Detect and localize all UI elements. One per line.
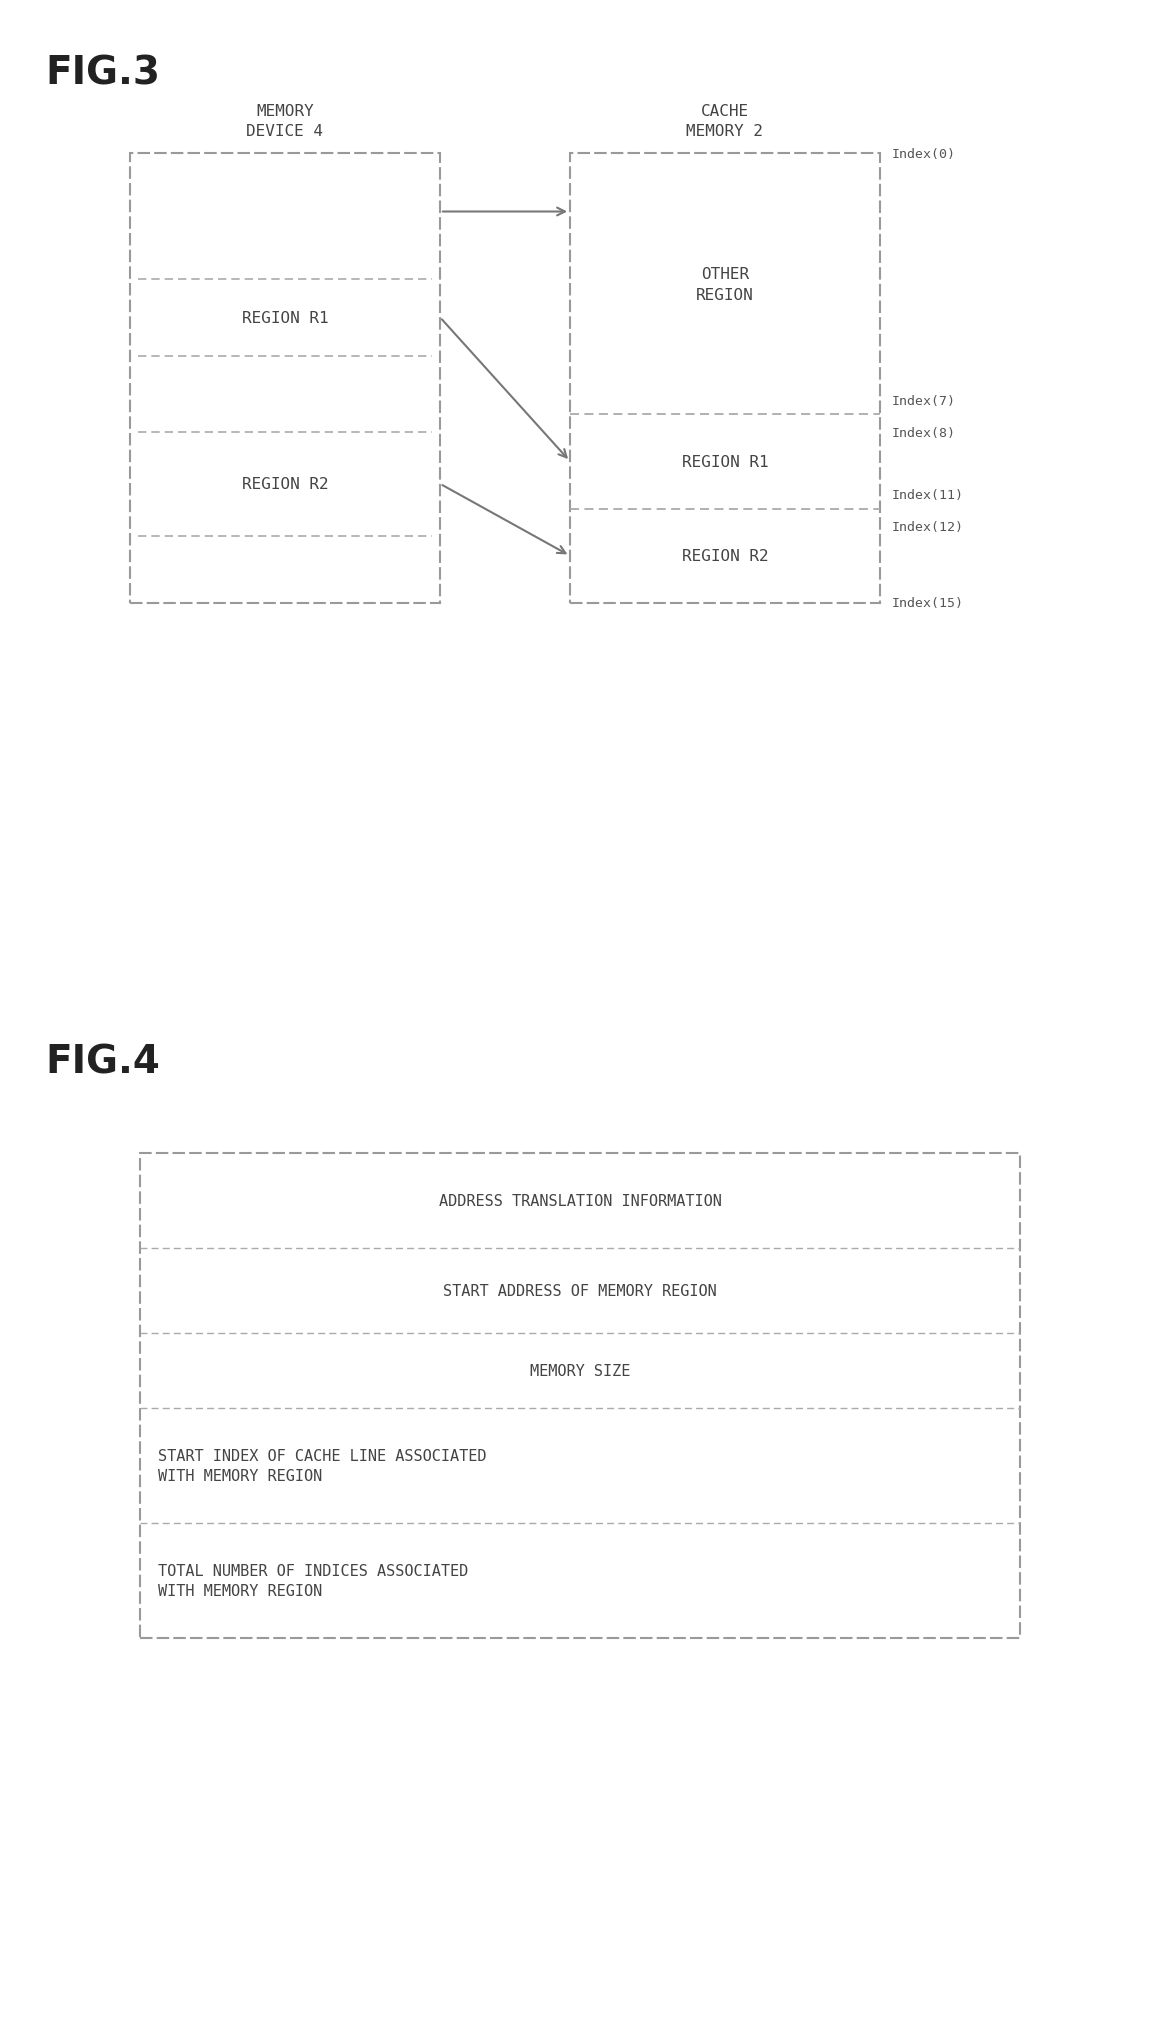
Bar [570,154,880,603]
Text: MEMORY
DEVICE 4: MEMORY DEVICE 4 [246,103,324,140]
Text: START ADDRESS OF MEMORY REGION: START ADDRESS OF MEMORY REGION [443,1283,717,1299]
Bar [130,154,440,603]
Text: FIG.3: FIG.3 [45,55,160,91]
FancyArrowPatch shape [442,320,567,459]
Text: OTHER
REGION: OTHER REGION [697,267,754,301]
Text: ADDRESS TRANSLATION INFORMATION: ADDRESS TRANSLATION INFORMATION [439,1194,722,1208]
Text: Index(7): Index(7) [892,394,956,407]
Bar [140,1153,1020,1639]
Text: START INDEX OF CACHE LINE ASSOCIATED
WITH MEMORY REGION: START INDEX OF CACHE LINE ASSOCIATED WIT… [159,1448,486,1483]
Text: TOTAL NUMBER OF INDICES ASSOCIATED
WITH MEMORY REGION: TOTAL NUMBER OF INDICES ASSOCIATED WITH … [159,1564,469,1598]
Text: Index(15): Index(15) [892,597,964,611]
Text: Index(11): Index(11) [892,490,964,502]
FancyArrowPatch shape [442,486,566,554]
FancyArrowPatch shape [443,208,565,216]
Text: REGION R1: REGION R1 [242,312,329,326]
Text: FIG.4: FIG.4 [45,1044,160,1082]
Text: REGION R1: REGION R1 [681,455,768,469]
Text: REGION R2: REGION R2 [681,548,768,564]
Text: REGION R2: REGION R2 [242,477,329,492]
Text: Index(0): Index(0) [892,148,956,160]
Text: Index(12): Index(12) [892,520,964,534]
Text: MEMORY SIZE: MEMORY SIZE [530,1364,631,1378]
Text: Index(8): Index(8) [892,427,956,439]
Text: CACHE
MEMORY 2: CACHE MEMORY 2 [686,103,764,140]
